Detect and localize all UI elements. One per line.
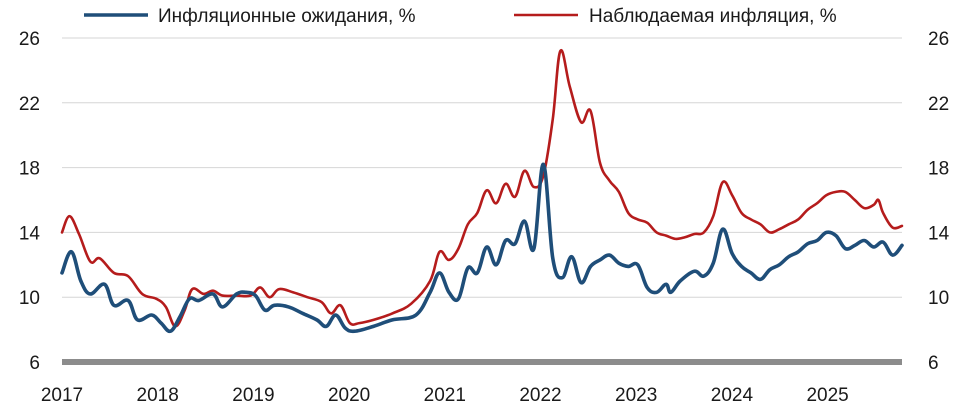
legend: Инфляционные ожидания, % Наблюдаемая инфл…	[84, 6, 837, 27]
legend-label: Инфляционные ожидания, %	[158, 6, 416, 27]
x-tick-label: 2017	[41, 385, 83, 406]
series-line-expectations	[60, 162, 904, 334]
y-tick-label-right: 14	[928, 223, 950, 244]
series-lines	[60, 48, 904, 334]
y-axis-right: 6 10 14 18 22 26	[928, 29, 950, 374]
y-tick-label-right: 10	[928, 288, 949, 309]
y-tick-label-left: 10	[19, 288, 40, 309]
y-tick-label-right: 18	[928, 159, 949, 180]
y-tick-label-left: 18	[19, 159, 40, 180]
x-tick-label: 2019	[232, 385, 274, 406]
y-tick-label-right: 26	[928, 29, 949, 50]
y-axis-left: 6 10 14 18 22 26	[19, 29, 41, 374]
x-tick-label: 2024	[711, 385, 754, 406]
x-tick-label: 2021	[424, 385, 466, 406]
x-tick-label: 2022	[519, 385, 561, 406]
x-axis-labels: 2017 2018 2019 2020 2021 2022 2023 2024 2025	[41, 385, 849, 406]
y-tick-label-left: 6	[29, 353, 40, 374]
y-tick-label-right: 22	[928, 94, 949, 115]
y-tick-label-left: 14	[19, 223, 41, 244]
y-tick-label-left: 22	[19, 94, 40, 115]
legend-label: Наблюдаемая инфляция, %	[589, 6, 837, 27]
grid-lines	[62, 37, 902, 298]
y-tick-label-left: 26	[19, 29, 40, 50]
x-tick-label: 2020	[328, 385, 370, 406]
x-tick-label: 2023	[615, 385, 657, 406]
series-line-observed	[60, 48, 904, 328]
x-tick-label: 2018	[137, 385, 179, 406]
y-tick-label-right: 6	[928, 353, 939, 374]
x-tick-label: 2025	[806, 385, 848, 406]
